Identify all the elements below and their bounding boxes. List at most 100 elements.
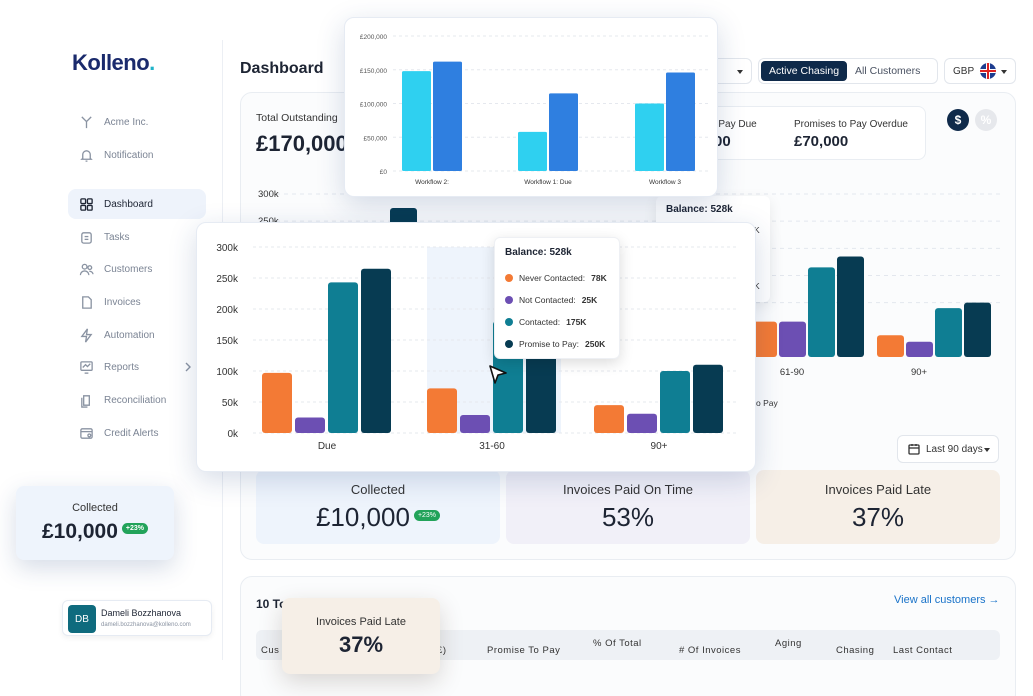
date-range-label: Last 90 days — [926, 443, 983, 455]
workflow-bar-chart: £0 £50,000 £100,000 £150,000 £200,000 Workflo… — [360, 34, 709, 186]
sidebar-item-reconciliation[interactable]: Reconciliation — [68, 385, 206, 415]
calendar-icon — [908, 444, 920, 455]
bar — [964, 302, 991, 357]
table-column-header[interactable]: Aging — [775, 638, 802, 649]
tooltip-row-value: 78K — [591, 273, 607, 283]
sidebar-item-label: Notification — [104, 149, 154, 161]
x-tick-label: Workflow 1: Due — [524, 179, 572, 186]
sidebar-item-reports[interactable]: Reports — [68, 352, 206, 382]
sidebar-item-customers[interactable]: Customers — [68, 254, 206, 284]
bar — [427, 388, 457, 433]
total-outstanding-label: Total Outstanding — [256, 112, 338, 124]
dollar-view-button[interactable]: $ — [947, 109, 969, 131]
user-email: dameli.bozzhanova@kolleno.com — [101, 622, 191, 628]
aging-bar-chart: 0k 50k 100k 150k 200k 250k 300k Due 31-60 90+ — [216, 243, 737, 452]
tile-value: 37% — [851, 502, 905, 532]
sidebar-item-acme-inc[interactable]: Acme Inc. — [68, 107, 206, 137]
users-icon — [78, 261, 94, 277]
table-column-header[interactable]: Cus — [261, 645, 280, 656]
y-tick-label: £50,000 — [364, 135, 388, 142]
bar — [361, 268, 391, 433]
x-tick-label: 90+ — [911, 367, 928, 378]
view-all-customers-link[interactable]: View all customers → — [894, 594, 1000, 606]
table-column-header[interactable]: % Of Total — [593, 638, 642, 649]
bar — [262, 372, 292, 433]
y-tick-label: £100,000 — [360, 102, 387, 109]
aging-chart-panel: 0k 50k 100k 150k 200k 250k 300k Due 31-60 90+ — [196, 222, 756, 472]
page-title: Dashboard — [240, 60, 324, 77]
tooltip-partial: K — [754, 280, 760, 292]
percent-view-button[interactable]: % — [975, 109, 997, 131]
legend-dot-icon — [505, 296, 513, 304]
date-range-select[interactable]: Last 90 days — [897, 435, 999, 463]
table-column-header[interactable]: Last Contact — [893, 645, 953, 656]
sidebar-item-label: Invoices — [104, 296, 141, 308]
sidebar-item-tasks[interactable]: Tasks — [68, 222, 206, 252]
sidebar-item-label: Customers — [104, 263, 153, 275]
bar — [935, 308, 962, 357]
bar — [693, 364, 723, 433]
user-name: Dameli Bozzhanova — [101, 608, 182, 618]
tile-label: Invoices Paid On Time — [562, 482, 694, 497]
sidebar-item-label: Credit Alerts — [104, 427, 159, 439]
sidebar-item-label: Acme Inc. — [104, 116, 149, 128]
y-tick-label: 250k — [216, 274, 239, 285]
paid-late-label: Invoices Paid Late — [316, 616, 406, 628]
tab-active-chasing[interactable]: Active Chasing — [761, 61, 848, 81]
sidebar: Kolleno. — [50, 40, 222, 650]
table-column-header[interactable]: # Of Invoices — [679, 645, 741, 656]
tab-all-customers[interactable]: All Customers — [855, 65, 921, 77]
tooltip-row-label: Never Contacted: — [519, 273, 586, 283]
x-tick-label: 61-90 — [780, 367, 804, 378]
bar — [328, 282, 358, 433]
currency-code: GBP — [953, 65, 975, 77]
tile-collected: Collected £10,000 +23% — [256, 470, 500, 544]
legend-dot-icon — [505, 274, 513, 282]
x-tick-label: Due — [318, 441, 337, 452]
bar — [660, 371, 690, 433]
sidebar-item-notification[interactable]: Notification — [68, 140, 206, 170]
sidebar-item-label: Reports — [104, 361, 140, 373]
total-outstanding-value: £170,000 — [256, 131, 348, 156]
promises-due-value: 00 — [714, 133, 731, 150]
tile-label: Collected — [350, 482, 406, 497]
growth-badge: +23% — [413, 509, 441, 521]
x-tick-label: 90+ — [651, 441, 668, 452]
paid-late-floating-card: Invoices Paid Late 37% — [282, 598, 440, 674]
table-title: 10 To — [256, 597, 287, 611]
bar — [666, 72, 695, 171]
sidebar-item-dashboard[interactable]: Dashboard — [68, 189, 206, 219]
tooltip-title: Balance: 528k — [666, 204, 733, 215]
brand-logo[interactable]: Kolleno. — [72, 50, 155, 75]
collected-value: £10,000 +23% — [16, 520, 174, 544]
bar — [518, 131, 547, 171]
growth-badge: +23% — [121, 522, 149, 534]
y-tick-label: 300k — [216, 243, 239, 254]
chevron-down-icon — [984, 448, 990, 452]
user-profile-card[interactable]: DB Dameli Bozzhanova dameli.bozzhanova@k… — [62, 600, 212, 636]
workflow-chart-panel: £0 £50,000 £100,000 £150,000 £200,000 Workflo… — [344, 17, 718, 197]
sidebar-item-label: Dashboard — [104, 198, 153, 210]
sidebar-item-invoices[interactable]: Invoices — [68, 287, 206, 317]
bar — [877, 335, 904, 357]
y-tick-label: £150,000 — [360, 68, 387, 75]
chevron-down-icon — [737, 70, 743, 74]
y-tick-label: 50k — [222, 398, 239, 409]
sidebar-item-automation[interactable]: Automation — [68, 320, 206, 350]
sidebar-item-credit-alerts[interactable]: Credit Alerts — [68, 418, 206, 448]
alert-card-icon — [78, 425, 94, 441]
tooltip-row-value: 25K — [581, 295, 598, 305]
bar — [627, 413, 657, 433]
bolt-icon — [78, 327, 94, 343]
legend-label: o Pay — [756, 398, 778, 408]
chevron-right-icon — [182, 361, 194, 373]
tooltip-row-label: Promise to Pay: — [519, 339, 579, 349]
y-tick-label: £200,000 — [360, 34, 387, 41]
tile-paid-late: Invoices Paid Late 37% — [756, 470, 1000, 544]
currency-select[interactable]: GBP — [944, 58, 1016, 84]
avatar: DB — [68, 605, 96, 633]
sidebar-item-label: Tasks — [104, 231, 130, 243]
table-column-header[interactable]: Promise To Pay — [487, 645, 561, 656]
chart-icon — [78, 359, 94, 375]
table-column-header[interactable]: Chasing — [836, 645, 875, 656]
